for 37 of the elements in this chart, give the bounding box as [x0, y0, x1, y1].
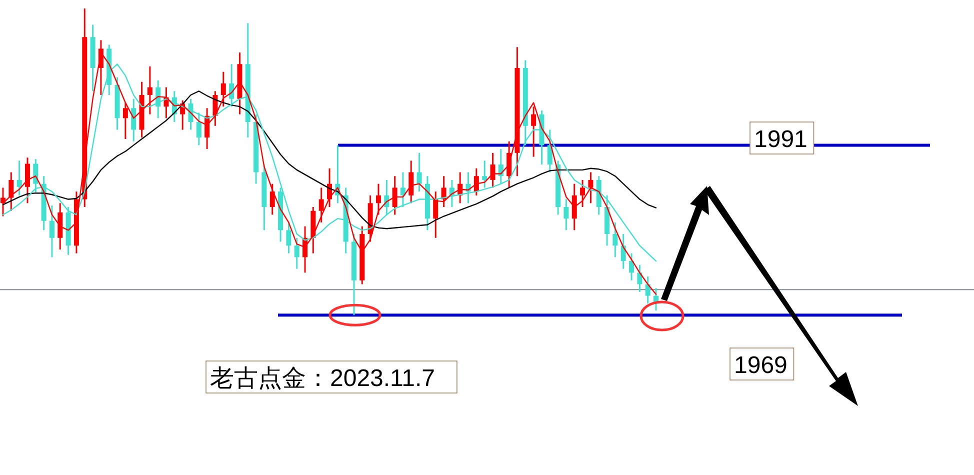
candlestick: [416, 152, 422, 192]
candlestick: [131, 98, 136, 142]
candlestick: [400, 171, 406, 208]
candlestick: [392, 175, 398, 216]
ref-line-label: 1969: [734, 352, 788, 379]
candlestick: [8, 171, 14, 212]
candlestick: [441, 175, 446, 208]
candlestick: [629, 252, 634, 282]
candlestick: [376, 183, 381, 216]
candlestick: [286, 222, 292, 254]
candlestick: [16, 160, 22, 196]
candlestick: [637, 264, 642, 293]
candlestick: [531, 106, 536, 158]
candlestick: [147, 66, 152, 116]
candlestick: [572, 183, 577, 231]
candlestick: [547, 129, 552, 173]
candlestick: [580, 179, 586, 208]
annotation: 老古点金：2023.11.7: [210, 365, 435, 392]
candlestick: [612, 222, 618, 258]
candlestick: [270, 183, 275, 216]
candlestick: [33, 158, 38, 194]
candlestick: [220, 71, 226, 108]
candlestick: [645, 276, 650, 304]
ref-line-label: 1991: [754, 126, 808, 153]
candlestick: [318, 186, 324, 224]
candlestick: [122, 102, 128, 140]
candlestick: [433, 190, 438, 239]
candlestick: [620, 233, 626, 270]
candlestick: [564, 198, 569, 231]
candlestick: [482, 160, 488, 188]
candlestick: [24, 156, 30, 204]
candlestick: [196, 112, 202, 146]
candlestick: [408, 160, 414, 204]
candlestick: [588, 171, 594, 204]
candlestick: [490, 152, 496, 188]
candlestick: [49, 204, 54, 258]
candlestick: [294, 237, 300, 270]
